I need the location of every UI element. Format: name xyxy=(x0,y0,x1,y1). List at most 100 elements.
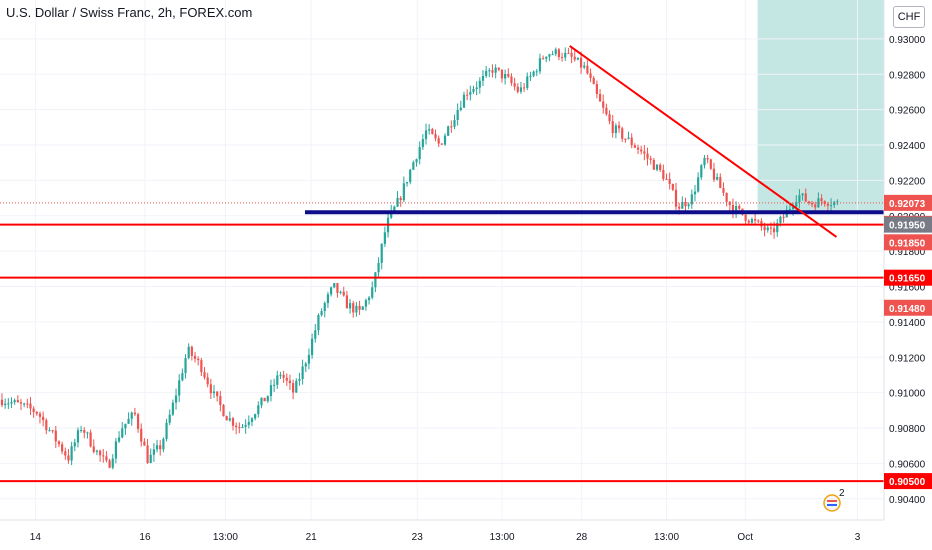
candle-body xyxy=(823,201,826,204)
candle-body xyxy=(573,56,576,60)
candle-body xyxy=(560,57,564,59)
candle-body xyxy=(523,87,526,89)
candle-body xyxy=(181,373,184,381)
candle-body xyxy=(504,74,507,79)
candle-body xyxy=(583,65,586,68)
candle-body xyxy=(725,192,728,202)
candle-body xyxy=(731,205,735,214)
candle-body xyxy=(706,157,709,160)
y-tick-label: 0.90600 xyxy=(889,459,926,470)
candle-body xyxy=(86,432,89,434)
candle-body xyxy=(684,202,687,207)
candle-body xyxy=(681,202,684,209)
candle-body xyxy=(456,109,459,121)
candle-body xyxy=(127,418,130,424)
trendline[interactable] xyxy=(569,45,838,238)
candle-body xyxy=(393,206,396,211)
candle-body xyxy=(500,69,504,79)
candle-body xyxy=(621,128,624,139)
candle-body xyxy=(377,262,380,273)
candle-body xyxy=(716,176,719,180)
x-tick-label: Oct xyxy=(737,532,753,543)
candle-body xyxy=(16,400,19,403)
candle-body xyxy=(614,125,617,134)
candle-body xyxy=(105,456,108,461)
price-label-box xyxy=(884,216,932,233)
candle-body xyxy=(206,377,209,385)
price-label-box xyxy=(884,473,932,490)
candle-body xyxy=(750,219,754,223)
candle-body xyxy=(659,164,662,170)
candle-body xyxy=(355,305,358,313)
candle-body xyxy=(640,149,643,152)
candle-body xyxy=(519,87,523,92)
candle-body xyxy=(700,165,703,178)
events-badge[interactable] xyxy=(823,492,843,512)
candle-body xyxy=(200,360,203,373)
price-label: 0.91950 xyxy=(889,221,926,232)
flag-icon xyxy=(823,494,841,512)
price-label-box xyxy=(884,299,932,316)
candle-body xyxy=(285,377,288,381)
candle-body xyxy=(190,346,193,356)
currency-button[interactable]: CHF xyxy=(893,6,925,28)
candle-body xyxy=(73,442,76,447)
candle-body xyxy=(165,422,168,439)
candle-body xyxy=(630,137,633,146)
candle-body xyxy=(747,220,750,223)
candle-body xyxy=(665,178,668,180)
candle-body xyxy=(402,183,405,201)
candle-body xyxy=(301,366,304,380)
candle-body xyxy=(788,209,792,211)
candle-body xyxy=(146,445,149,463)
candle-body xyxy=(292,383,295,393)
y-tick-label: 0.90400 xyxy=(889,495,926,506)
candle-body xyxy=(111,458,114,468)
candle-body xyxy=(380,243,383,263)
candle-body xyxy=(443,135,447,145)
candle-body xyxy=(782,216,785,218)
candle-body xyxy=(348,303,352,309)
candle-body xyxy=(108,460,111,468)
candle-body xyxy=(276,375,279,385)
candle-body xyxy=(250,418,254,422)
y-tick-label: 0.91000 xyxy=(889,389,926,400)
price-axis-background[interactable] xyxy=(884,0,932,520)
x-tick-label: 16 xyxy=(139,532,151,543)
candle-body xyxy=(712,168,716,180)
candle-body xyxy=(567,52,570,54)
candle-body xyxy=(168,414,171,423)
candle-body xyxy=(687,204,690,207)
candle-body xyxy=(266,396,269,402)
candle-body xyxy=(564,52,567,58)
candle-body xyxy=(390,210,393,218)
candle-body xyxy=(513,83,516,87)
x-tick-label: 13:00 xyxy=(490,532,515,543)
candle-body xyxy=(83,429,86,433)
candle-body xyxy=(462,94,466,108)
candle-body xyxy=(576,57,580,60)
candle-body xyxy=(193,355,197,359)
candle-body xyxy=(38,413,42,417)
candle-body xyxy=(219,396,222,406)
candle-body xyxy=(595,84,598,94)
candle-body xyxy=(776,222,779,233)
y-tick-label: 0.91600 xyxy=(889,283,926,294)
candle-body xyxy=(421,139,424,148)
candle-body xyxy=(263,397,266,402)
candle-body xyxy=(273,384,276,386)
candle-body xyxy=(488,70,491,72)
candle-body xyxy=(738,206,741,209)
candle-body xyxy=(424,130,428,140)
candle-body xyxy=(453,120,456,127)
chart-title: U.S. Dollar / Swiss Franc, 2h, FOREX.com xyxy=(6,5,253,20)
candle-body xyxy=(586,65,589,74)
candle-body xyxy=(61,444,64,452)
candle-body xyxy=(671,184,674,190)
candle-body xyxy=(80,429,83,431)
time-axis-background[interactable] xyxy=(0,520,884,550)
candle-body xyxy=(45,420,48,431)
y-tick-label: 0.92200 xyxy=(889,176,926,187)
candle-body xyxy=(361,306,364,310)
